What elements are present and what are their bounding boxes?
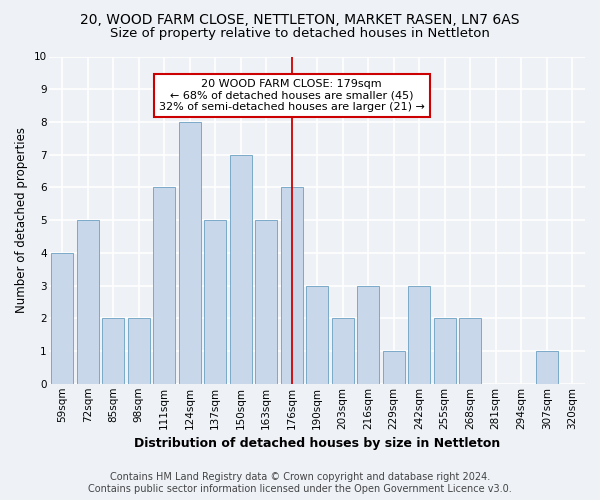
Text: Contains HM Land Registry data © Crown copyright and database right 2024.
Contai: Contains HM Land Registry data © Crown c… xyxy=(88,472,512,494)
Bar xyxy=(103,318,124,384)
Bar xyxy=(332,318,353,384)
Bar xyxy=(358,286,379,384)
Bar xyxy=(460,318,481,384)
Bar xyxy=(205,220,226,384)
Text: 20 WOOD FARM CLOSE: 179sqm
← 68% of detached houses are smaller (45)
32% of semi: 20 WOOD FARM CLOSE: 179sqm ← 68% of deta… xyxy=(159,79,425,112)
Bar xyxy=(536,351,557,384)
Text: Size of property relative to detached houses in Nettleton: Size of property relative to detached ho… xyxy=(110,28,490,40)
Bar xyxy=(383,351,404,384)
Bar xyxy=(434,318,455,384)
Bar xyxy=(52,253,73,384)
Bar xyxy=(128,318,149,384)
Bar xyxy=(307,286,328,384)
Bar xyxy=(409,286,430,384)
Y-axis label: Number of detached properties: Number of detached properties xyxy=(15,127,28,313)
Bar xyxy=(230,154,251,384)
Bar xyxy=(179,122,200,384)
Bar xyxy=(256,220,277,384)
Bar xyxy=(281,188,302,384)
Text: 20, WOOD FARM CLOSE, NETTLETON, MARKET RASEN, LN7 6AS: 20, WOOD FARM CLOSE, NETTLETON, MARKET R… xyxy=(80,12,520,26)
X-axis label: Distribution of detached houses by size in Nettleton: Distribution of detached houses by size … xyxy=(134,437,500,450)
Bar xyxy=(154,188,175,384)
Bar xyxy=(77,220,98,384)
